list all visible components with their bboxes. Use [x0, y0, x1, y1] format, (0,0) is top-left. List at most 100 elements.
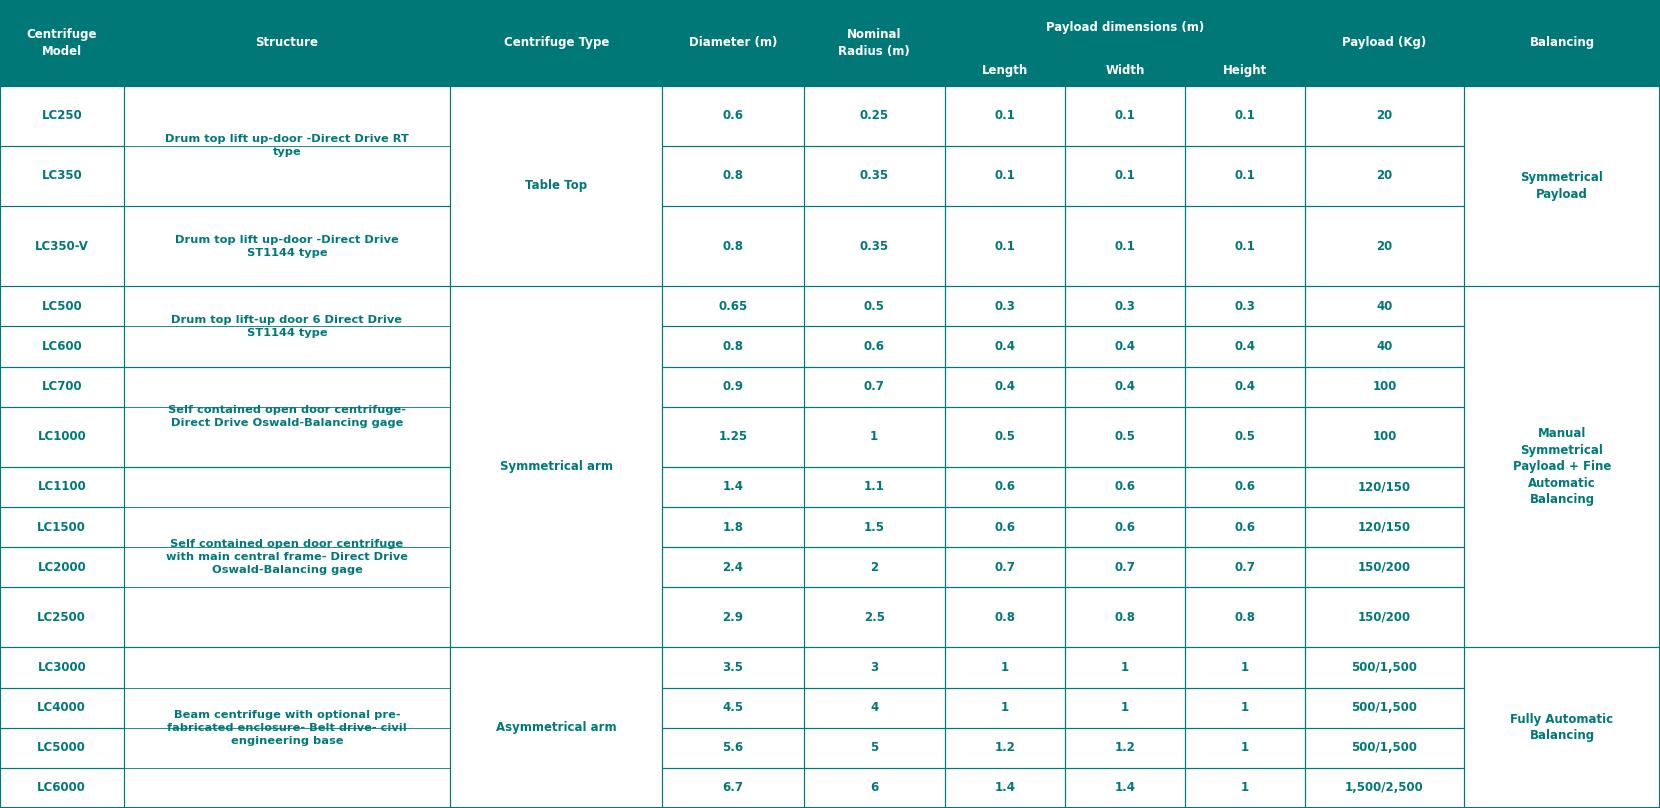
Text: 20: 20: [1376, 170, 1393, 183]
Bar: [1185, 547, 1305, 587]
Text: 6: 6: [870, 781, 878, 794]
Bar: [1305, 0, 1464, 86]
Bar: [123, 0, 450, 86]
Bar: [123, 206, 450, 286]
Text: 1.4: 1.4: [722, 481, 744, 494]
Bar: [803, 547, 945, 587]
Bar: [1305, 688, 1464, 728]
Bar: [662, 728, 803, 768]
Bar: [945, 326, 1064, 367]
Bar: [662, 587, 803, 647]
Bar: [1305, 547, 1464, 587]
Bar: [1185, 146, 1305, 206]
Bar: [803, 326, 945, 367]
Bar: [1305, 0, 1464, 86]
Text: 1: 1: [870, 431, 878, 444]
Text: 0.6: 0.6: [1114, 481, 1135, 494]
Bar: [945, 286, 1064, 326]
Text: 5.6: 5.6: [722, 741, 744, 755]
Text: 0.7: 0.7: [863, 380, 885, 393]
Bar: [945, 286, 1064, 326]
Text: 500/1,500: 500/1,500: [1351, 661, 1418, 674]
Bar: [1064, 55, 1185, 86]
Bar: [1064, 768, 1185, 808]
Text: 1.1: 1.1: [863, 481, 885, 494]
Text: LC1100: LC1100: [38, 481, 86, 494]
Bar: [1305, 587, 1464, 647]
Bar: [1064, 146, 1185, 206]
Bar: [1185, 507, 1305, 547]
Bar: [0, 326, 123, 367]
Text: LC1000: LC1000: [38, 431, 86, 444]
Text: 0.8: 0.8: [1235, 611, 1255, 624]
Text: 1.4: 1.4: [994, 781, 1016, 794]
Text: Asymmetrical arm: Asymmetrical arm: [496, 722, 616, 734]
Bar: [1064, 326, 1185, 367]
Bar: [450, 0, 662, 86]
Bar: [1305, 768, 1464, 808]
Bar: [1185, 467, 1305, 507]
Bar: [945, 467, 1064, 507]
Bar: [662, 146, 803, 206]
Bar: [662, 406, 803, 467]
Bar: [803, 587, 945, 647]
Text: 0.1: 0.1: [1235, 170, 1255, 183]
Bar: [1064, 728, 1185, 768]
Bar: [945, 367, 1064, 406]
Bar: [1064, 647, 1185, 688]
Bar: [945, 55, 1064, 86]
Bar: [662, 647, 803, 688]
Text: LC350: LC350: [42, 170, 83, 183]
Bar: [1464, 86, 1660, 286]
Text: Table Top: Table Top: [525, 179, 588, 192]
Text: 0.8: 0.8: [994, 611, 1016, 624]
Bar: [450, 86, 662, 286]
Text: 1.8: 1.8: [722, 520, 744, 533]
Bar: [803, 768, 945, 808]
Bar: [0, 507, 123, 547]
Bar: [1464, 286, 1660, 647]
Bar: [945, 507, 1064, 547]
Bar: [1305, 86, 1464, 146]
Bar: [0, 467, 123, 507]
Text: 0.1: 0.1: [994, 170, 1016, 183]
Bar: [945, 86, 1064, 146]
Text: LC700: LC700: [42, 380, 81, 393]
Text: 40: 40: [1376, 300, 1393, 313]
Bar: [662, 326, 803, 367]
Bar: [1064, 728, 1185, 768]
Bar: [0, 146, 123, 206]
Bar: [1305, 728, 1464, 768]
Bar: [0, 768, 123, 808]
Text: 3.5: 3.5: [722, 661, 744, 674]
Text: LC2500: LC2500: [38, 611, 86, 624]
Bar: [1064, 146, 1185, 206]
Bar: [1305, 406, 1464, 467]
Bar: [1464, 86, 1660, 286]
Text: 0.4: 0.4: [1114, 340, 1135, 353]
Bar: [1305, 647, 1464, 688]
Bar: [945, 587, 1064, 647]
Bar: [123, 467, 450, 647]
Bar: [1305, 206, 1464, 286]
Bar: [1464, 647, 1660, 808]
Bar: [662, 728, 803, 768]
Bar: [450, 286, 662, 647]
Bar: [1185, 467, 1305, 507]
Bar: [945, 406, 1064, 467]
Text: Drum top lift up-door -Direct Drive
ST1144 type: Drum top lift up-door -Direct Drive ST11…: [174, 235, 398, 258]
Bar: [0, 406, 123, 467]
Bar: [1305, 728, 1464, 768]
Text: 0.5: 0.5: [1114, 431, 1135, 444]
Bar: [1305, 768, 1464, 808]
Bar: [0, 507, 123, 547]
Text: 0.1: 0.1: [1114, 170, 1135, 183]
Bar: [1064, 367, 1185, 406]
Bar: [1185, 206, 1305, 286]
Bar: [945, 547, 1064, 587]
Bar: [1064, 367, 1185, 406]
Text: Fully Automatic
Balancing: Fully Automatic Balancing: [1511, 713, 1614, 743]
Bar: [803, 728, 945, 768]
Bar: [1305, 367, 1464, 406]
Text: LC2000: LC2000: [38, 561, 86, 574]
